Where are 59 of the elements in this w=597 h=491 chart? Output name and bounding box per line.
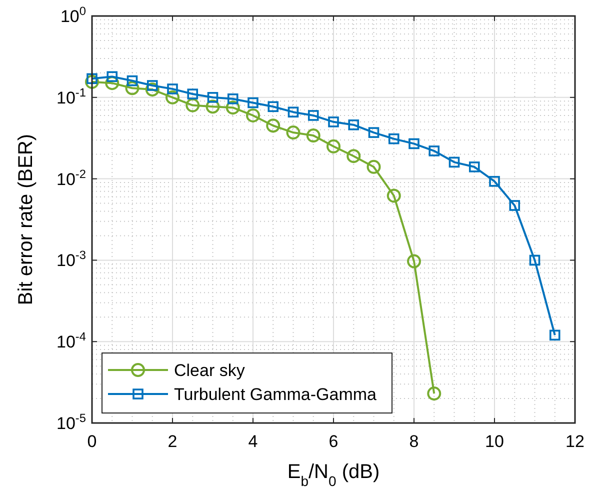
point: [125, 81, 140, 96]
point: [186, 98, 200, 112]
point: [246, 108, 260, 122]
point: [226, 100, 240, 115]
legend-label: Turbulent Gamma-Gamma: [174, 385, 378, 404]
point: [468, 162, 480, 172]
point: [368, 127, 380, 138]
x-tick-label: 8: [409, 432, 419, 451]
point: [268, 101, 279, 112]
point: [529, 254, 540, 266]
point: [549, 330, 560, 341]
point: [448, 156, 460, 168]
point: [105, 76, 120, 90]
point: [308, 110, 319, 121]
point: [248, 97, 258, 108]
point: [408, 138, 420, 150]
point: [366, 160, 381, 174]
y-tick-label: 10$^{-1}$: [56, 85, 86, 108]
point: [326, 139, 340, 154]
point: [167, 84, 178, 94]
point: [266, 118, 280, 133]
point: [187, 88, 198, 100]
x-tick-label: 4: [248, 432, 258, 451]
y-tick-label: 10$^{-2}$: [56, 166, 86, 189]
y-tick-label: 10$^{0}$: [60, 4, 86, 26]
point: [509, 200, 520, 211]
x-tick-label: 12: [566, 432, 584, 451]
y-axis-title: Bit error rate (BER): [15, 134, 37, 306]
point: [85, 74, 99, 89]
point: [306, 128, 320, 143]
point: [145, 82, 160, 97]
point: [106, 71, 118, 82]
y-tick-label: 10$^{-4}$: [56, 330, 86, 352]
point: [227, 93, 238, 104]
x-tick-label: 2: [168, 432, 178, 451]
point: [346, 149, 361, 164]
x-axis-title: E$_{b}$/N$_{0}$ (dB): [287, 461, 380, 489]
point: [348, 119, 360, 130]
x-tick-label: 0: [87, 432, 97, 451]
point: [206, 100, 220, 114]
point: [86, 73, 98, 84]
point: [489, 176, 500, 187]
point: [328, 116, 339, 128]
y-tick-label: 10$^{-3}$: [56, 248, 86, 270]
point: [207, 92, 218, 103]
point: [126, 75, 138, 86]
point: [428, 146, 440, 156]
point: [288, 106, 299, 118]
point: [388, 133, 400, 144]
point: [386, 188, 401, 203]
legend-label: Clear sky: [174, 361, 246, 380]
x-tick-label: 6: [328, 432, 338, 451]
x-tick-label: 10: [485, 432, 504, 451]
y-tick-label: 10$^{-5}$: [56, 411, 86, 433]
point: [146, 80, 158, 91]
point: [427, 386, 442, 401]
point: [286, 126, 300, 140]
point: [166, 90, 180, 104]
point: [407, 254, 421, 268]
